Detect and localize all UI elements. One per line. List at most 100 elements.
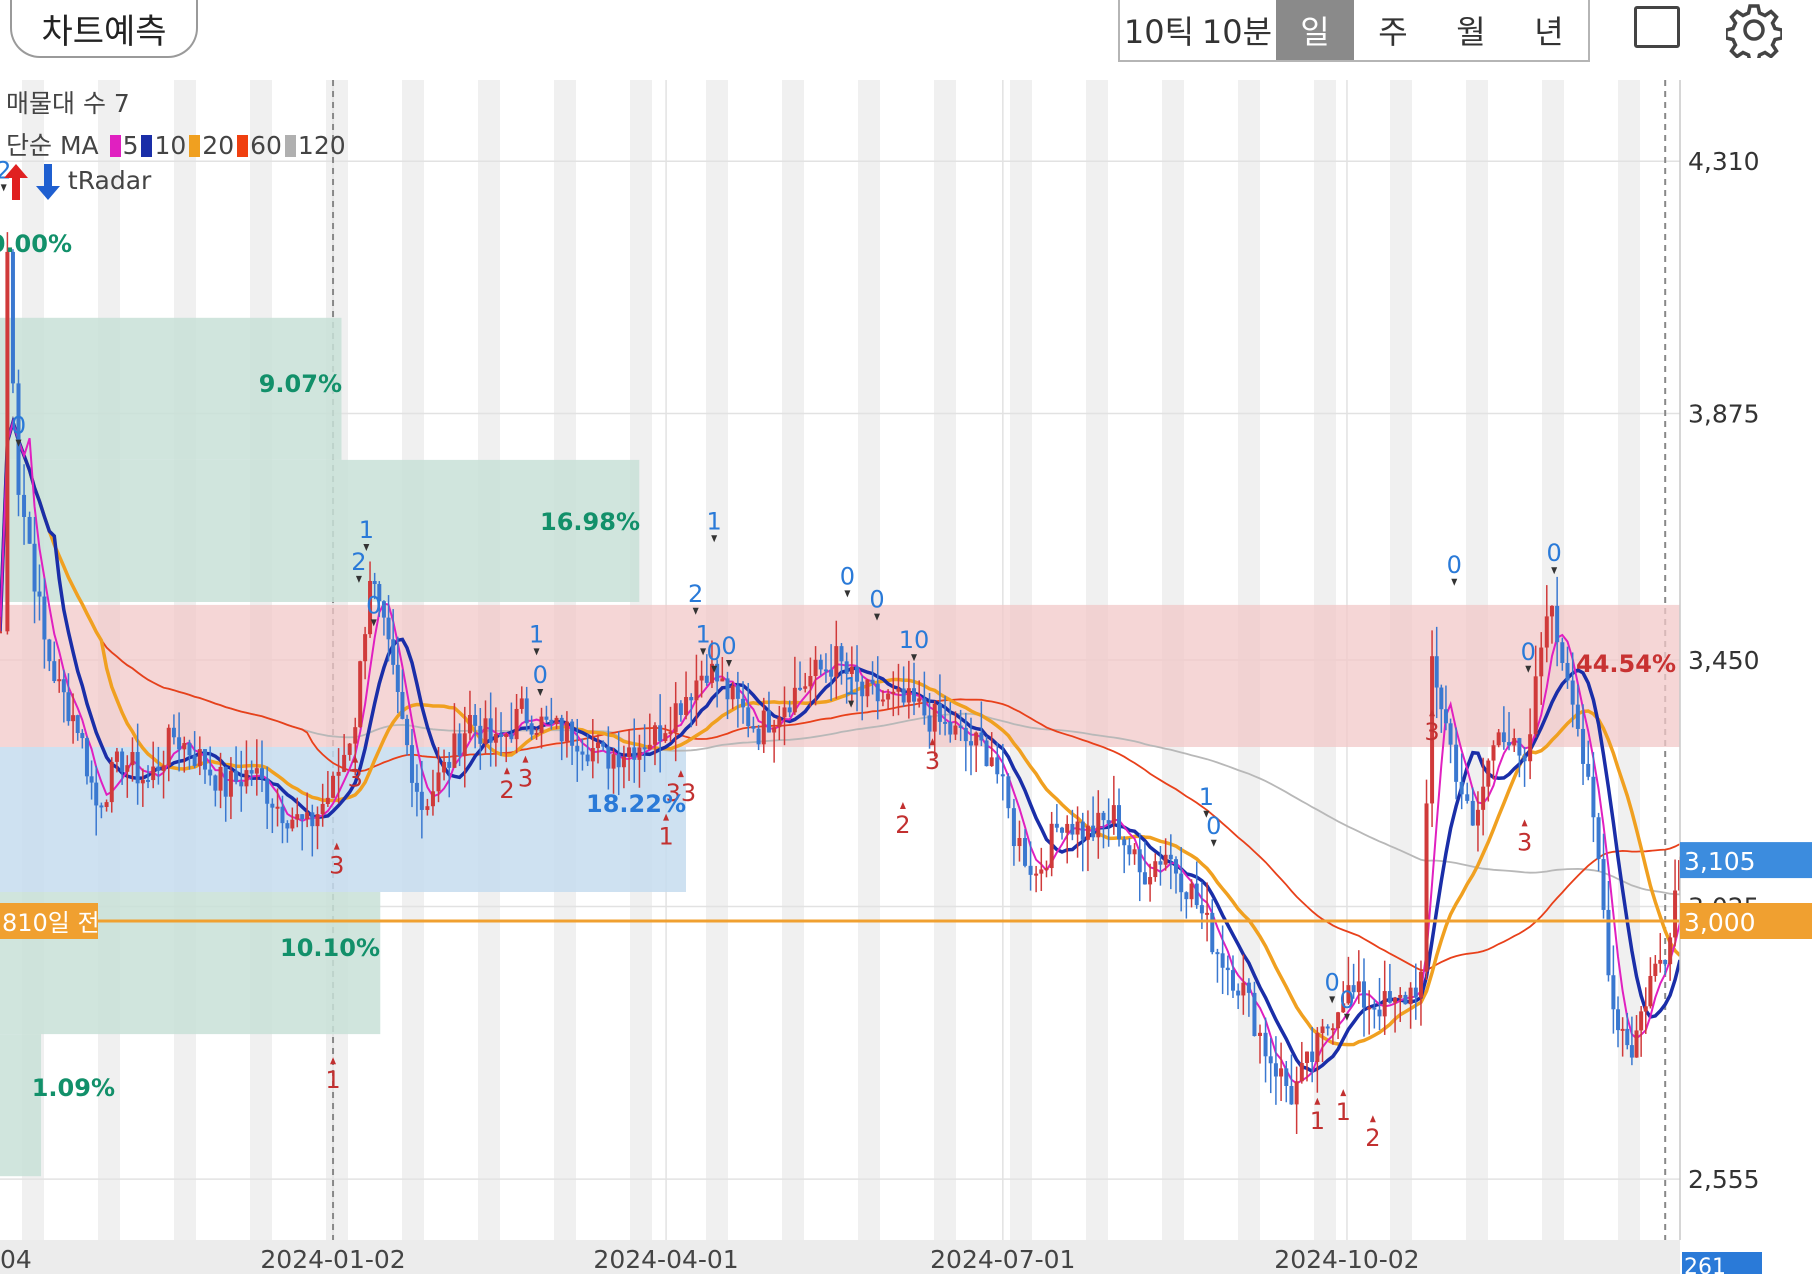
candle-body: [425, 806, 430, 810]
square-icon[interactable]: [1634, 6, 1680, 48]
candle-body: [590, 748, 595, 762]
candle-body: [1000, 774, 1005, 777]
candle-body: [1106, 820, 1111, 824]
volume-profile-label: 18.22%: [586, 790, 686, 818]
candle-body: [1658, 959, 1663, 964]
candle-body: [699, 675, 704, 681]
signal-arrow: [848, 700, 855, 708]
volume-tag: [1682, 1252, 1762, 1274]
candle-body: [244, 770, 249, 787]
period-tab[interactable]: 월: [1456, 13, 1486, 51]
candle-body: [772, 727, 777, 733]
period-tab[interactable]: 10틱: [1123, 13, 1195, 51]
candle-body: [400, 691, 405, 719]
candle-body: [182, 743, 187, 750]
candle-body: [1517, 738, 1522, 756]
signal-label: 3: [348, 765, 363, 793]
candle-body: [1454, 744, 1459, 782]
candle-body: [678, 703, 683, 715]
candle-body: [1101, 812, 1106, 821]
candle-body: [529, 723, 534, 735]
candle-body: [342, 754, 347, 772]
signal-arrow: [692, 607, 699, 615]
period-tab[interactable]: 년: [1534, 13, 1564, 51]
candle-body: [1668, 937, 1673, 965]
candle-body: [1434, 656, 1439, 688]
candle-body: [1273, 1063, 1278, 1077]
candle-body: [637, 747, 642, 760]
period-selector: 10틱 10분 일 주 월 년: [1118, 0, 1590, 62]
signal-arrow: [663, 813, 670, 821]
candle-body: [813, 659, 818, 677]
candle-body: [564, 721, 569, 742]
candle-body: [391, 639, 396, 665]
signal-label: 2: [0, 156, 11, 184]
volume-profile-bar: [0, 317, 342, 460]
gear-icon[interactable]: [1724, 2, 1784, 64]
y-axis-panel: [1680, 80, 1812, 1274]
candle-body: [347, 743, 352, 755]
candle-body: [544, 716, 549, 720]
candle-body: [880, 699, 885, 702]
signal-label: 3: [518, 765, 533, 793]
candle-body: [249, 770, 254, 774]
candle-body: [52, 661, 57, 682]
ma-period-label: 60: [250, 131, 282, 160]
candle-body: [616, 754, 621, 768]
candle-body: [673, 703, 678, 732]
ma-color-swatch: [141, 135, 153, 157]
candle-body: [84, 738, 89, 777]
signal-label: 3: [925, 747, 940, 775]
candle-body: [906, 688, 911, 703]
signal-arrow: [363, 544, 370, 551]
candle-body: [554, 717, 559, 725]
candle-body: [462, 733, 467, 757]
candle-body: [146, 779, 151, 782]
candle-body: [1528, 734, 1533, 762]
candle-body: [336, 771, 341, 776]
candle-body: [1424, 803, 1429, 972]
candle-body: [963, 727, 968, 742]
signal-arrow: [0, 184, 7, 192]
candle-body: [1377, 1009, 1382, 1017]
chart-predict-button[interactable]: 차트예측: [10, 0, 198, 58]
signal-label: 10: [899, 626, 930, 654]
signal-arrow: [533, 648, 540, 656]
down-arrow-icon: [35, 164, 60, 200]
up-arrow-icon: [4, 164, 28, 200]
candle-body: [943, 721, 948, 724]
candle-body: [368, 580, 373, 635]
period-tab[interactable]: 주: [1378, 13, 1408, 51]
candle-body: [524, 698, 529, 724]
candle-body: [1639, 1011, 1644, 1031]
period-tab[interactable]: 10분: [1201, 13, 1273, 51]
candle-body: [259, 768, 264, 779]
signal-arrow: [844, 590, 851, 598]
candle-body: [135, 752, 140, 784]
signal-arrow: [899, 802, 906, 809]
candle-body: [575, 745, 580, 752]
candle-body: [627, 747, 632, 757]
signal-label: 0: [840, 562, 855, 590]
ma-color-swatch: [189, 135, 201, 157]
candle-body: [1596, 817, 1601, 860]
candle-body: [1189, 883, 1194, 900]
period-tab[interactable]: 일: [1276, 0, 1354, 60]
candle-body: [331, 775, 336, 798]
candle-body: [1044, 868, 1049, 871]
signal-label: 3: [1517, 828, 1532, 856]
candle-body: [414, 782, 419, 792]
candle-body: [1439, 687, 1444, 710]
candle-body: [1210, 912, 1215, 953]
signal-arrow: [522, 755, 529, 763]
candle-body: [1611, 975, 1616, 1010]
signal-arrow: [330, 1057, 337, 1065]
candle-body: [534, 732, 539, 735]
y-tick-label: 4,310: [1688, 147, 1760, 176]
candle-body: [1122, 839, 1127, 846]
candle-body: [1418, 971, 1423, 998]
signal-arrow: [874, 613, 881, 621]
signal-label: 0: [1339, 986, 1354, 1014]
candle-body: [1393, 997, 1398, 1003]
